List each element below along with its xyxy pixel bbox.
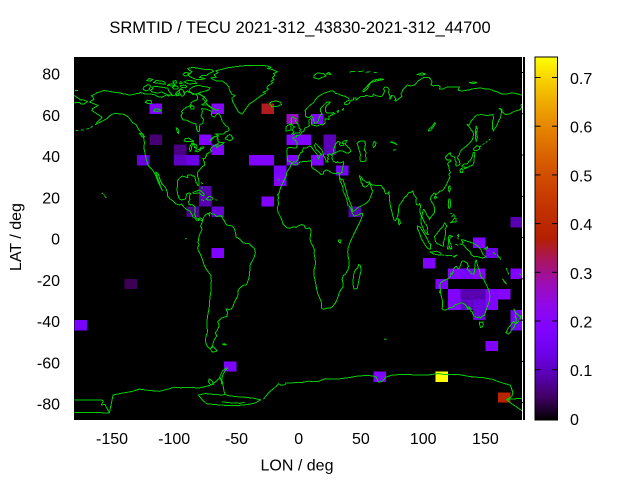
svg-text:20: 20 (42, 190, 60, 207)
svg-text:LON / deg: LON / deg (261, 458, 334, 475)
svg-text:-80: -80 (37, 397, 60, 414)
svg-text:-150: -150 (96, 431, 128, 448)
svg-text:0.1: 0.1 (570, 363, 592, 380)
svg-text:60: 60 (42, 108, 60, 125)
svg-text:-20: -20 (37, 273, 60, 290)
svg-text:0.4: 0.4 (570, 217, 592, 234)
svg-text:40: 40 (42, 149, 60, 166)
svg-text:LAT / deg: LAT / deg (8, 203, 25, 271)
svg-text:150: 150 (472, 431, 499, 448)
svg-text:0: 0 (294, 431, 303, 448)
svg-text:0.7: 0.7 (570, 71, 592, 88)
svg-text:0: 0 (51, 232, 60, 249)
svg-text:-100: -100 (158, 431, 190, 448)
svg-text:0: 0 (570, 412, 579, 429)
svg-text:0.3: 0.3 (570, 266, 592, 283)
svg-text:-40: -40 (37, 314, 60, 331)
svg-text:100: 100 (410, 431, 437, 448)
svg-text:0.5: 0.5 (570, 168, 592, 185)
svg-text:50: 50 (352, 431, 370, 448)
svg-text:0.2: 0.2 (570, 315, 592, 332)
svg-text:-60: -60 (37, 355, 60, 372)
svg-text:SRMTID / TECU 2021-312_43830-2: SRMTID / TECU 2021-312_43830-2021-312_44… (109, 19, 490, 37)
svg-text:-50: -50 (225, 431, 248, 448)
svg-text:0.6: 0.6 (570, 120, 592, 137)
svg-text:80: 80 (42, 67, 60, 84)
